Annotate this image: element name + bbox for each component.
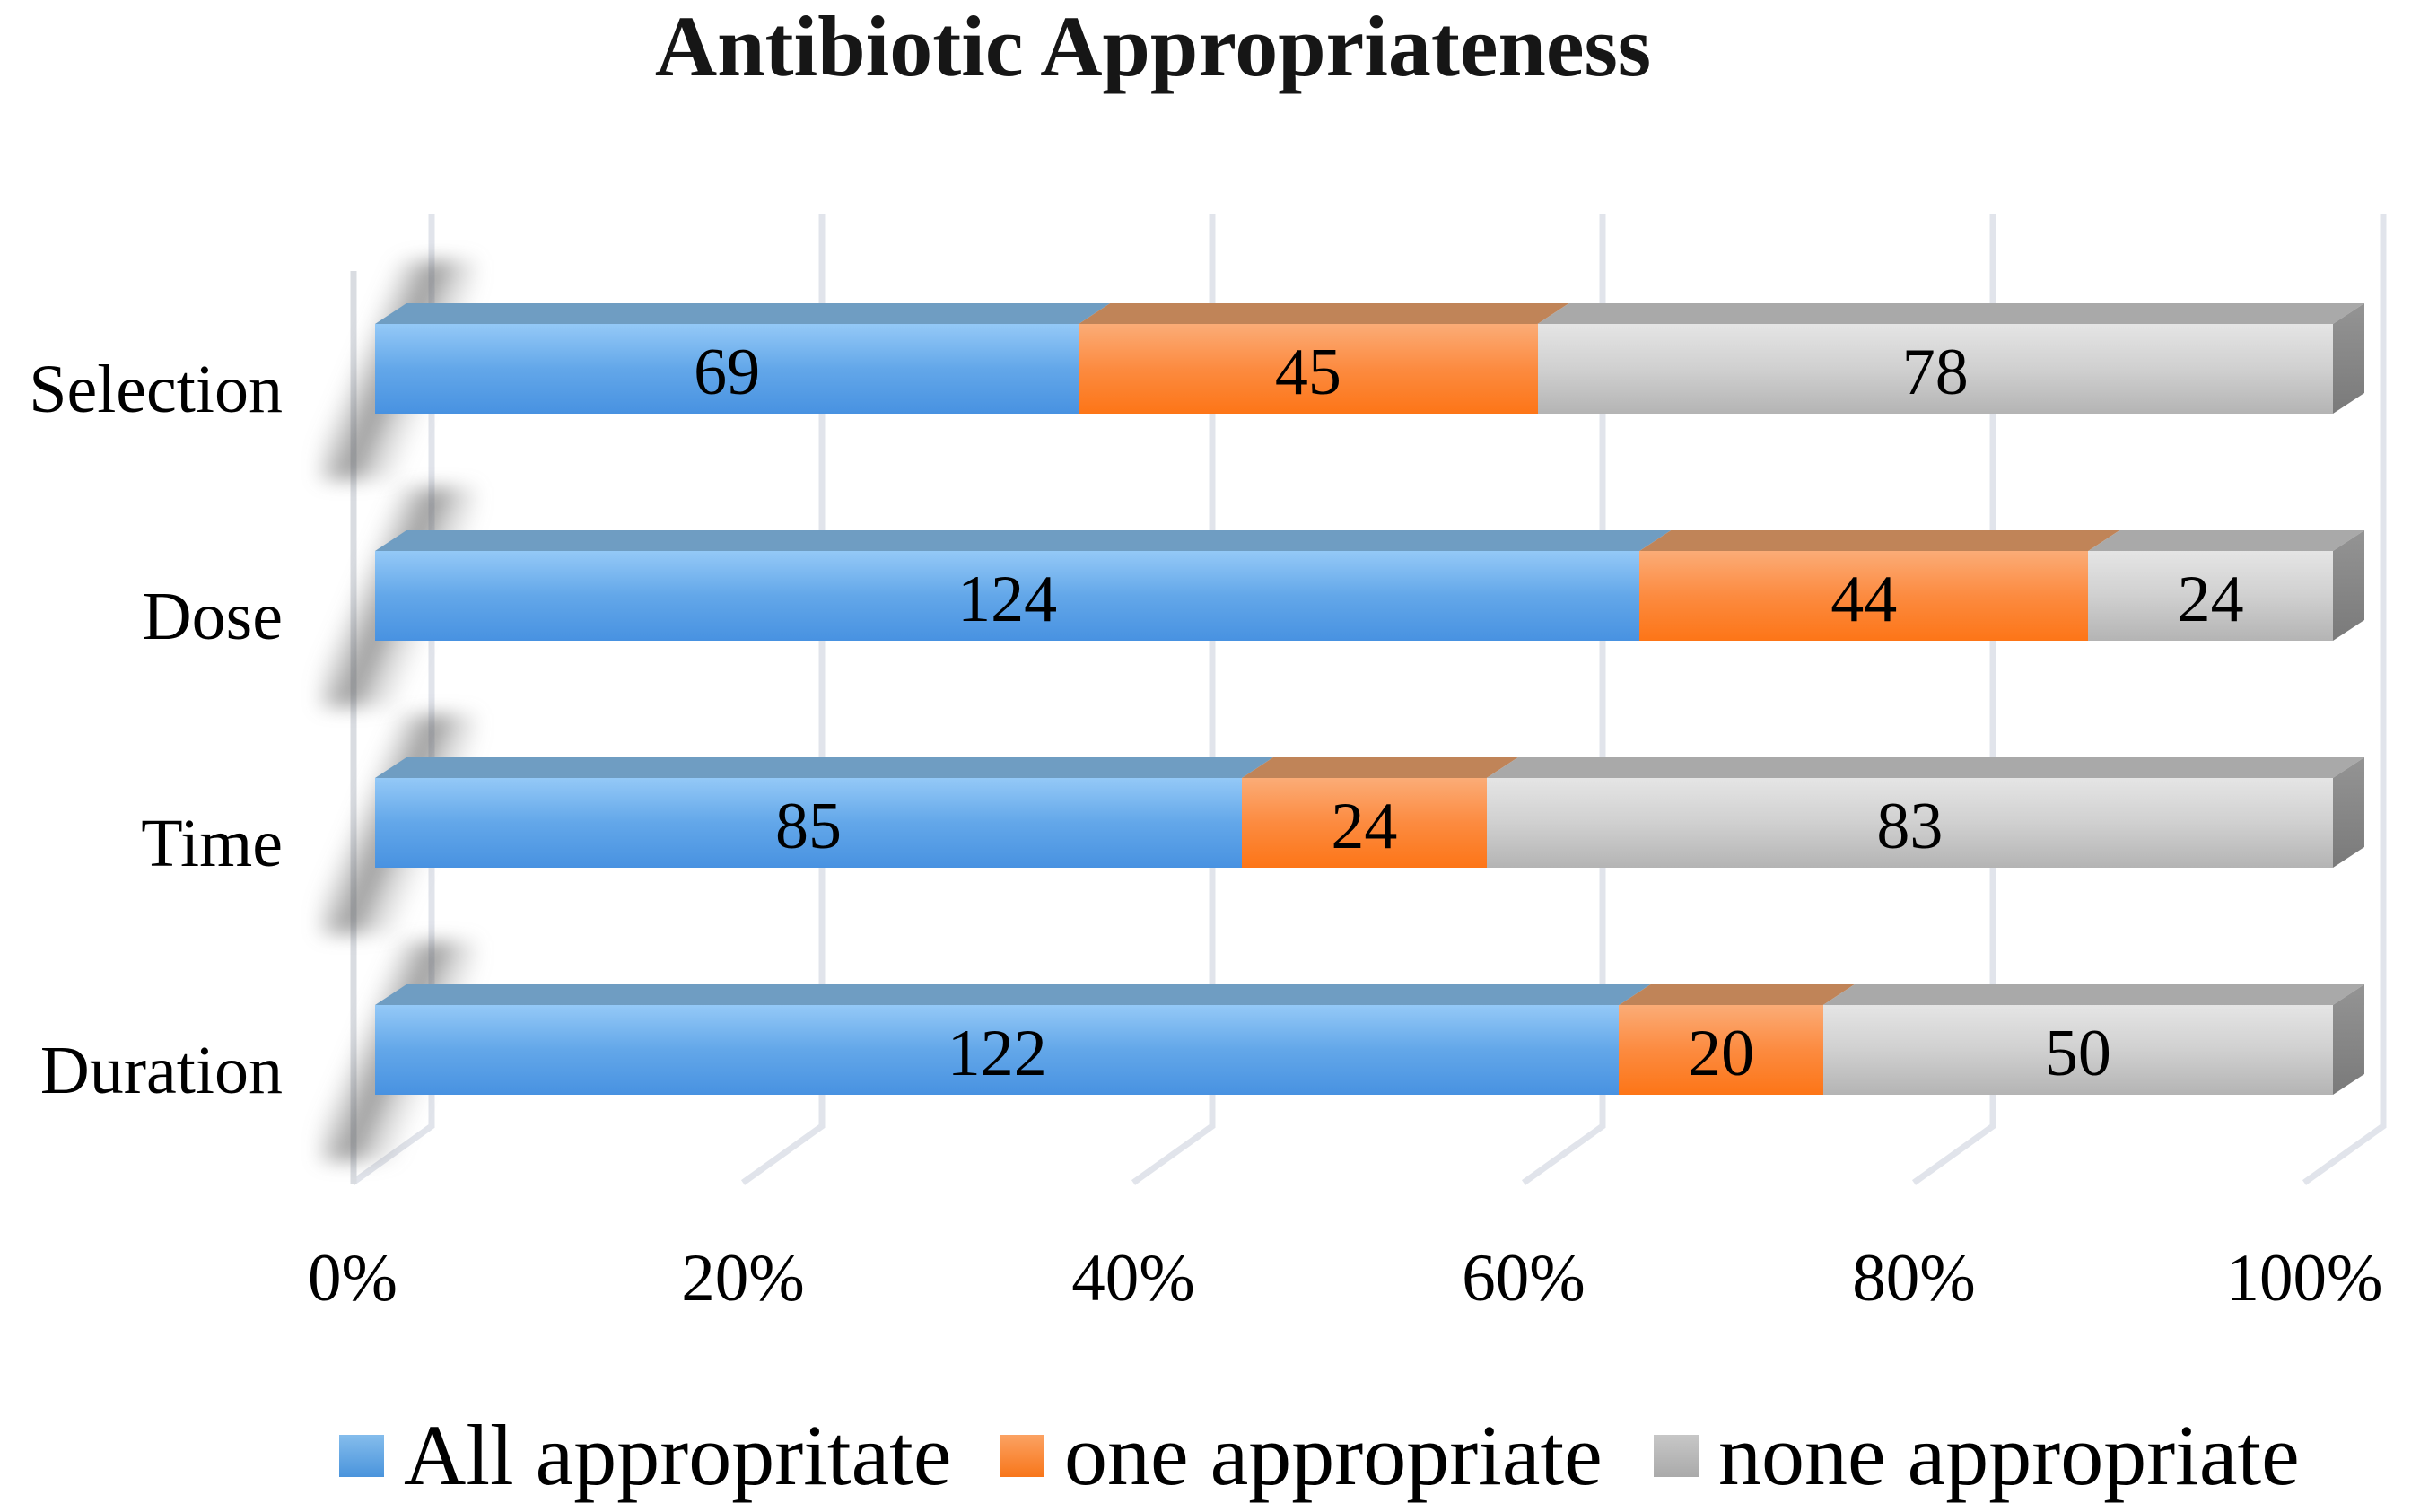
bar-segment-all-appropritate: 124 [375, 530, 1639, 641]
gridline [740, 214, 826, 1185]
category-label: Dose [142, 579, 283, 654]
bar-segment-all-appropritate: 85 [375, 757, 1242, 868]
value-label: 78 [1537, 324, 2333, 414]
legend-label: one appropriate [1064, 1407, 1603, 1503]
value-label: 20 [1619, 1005, 1823, 1095]
category-label: Time [141, 806, 283, 881]
bar-segment-top-face [375, 984, 1650, 1005]
value-label: 122 [375, 1005, 1620, 1095]
bar-end-cap [2333, 303, 2364, 414]
bar-segment-top-face [2088, 530, 2364, 551]
bar-row: 85 24 83 [319, 714, 2364, 934]
bar-segment-one-appropriate: 44 [1639, 530, 2088, 641]
tick-label: 60% [1462, 1241, 1586, 1315]
bar-row: 69 45 78 [319, 260, 2364, 480]
legend-label: none appropriate [1718, 1407, 2300, 1503]
bar-segment-top-face [375, 303, 1110, 324]
tick-label: 100% [2225, 1241, 2383, 1315]
legend-swatch [1000, 1434, 1044, 1477]
bar-segment-none-appropriate: 78 [1537, 303, 2364, 414]
legend-label: All appropritate [404, 1407, 952, 1503]
legend-swatch [339, 1434, 384, 1477]
tick-label: 80% [1852, 1241, 1976, 1315]
tick-label: 0% [308, 1241, 398, 1315]
bar-segment-all-appropritate: 122 [375, 984, 1619, 1095]
bar-end-cap [2332, 984, 2364, 1095]
bar-segment-top-face [1619, 984, 1854, 1005]
category-label: Duration [39, 1033, 283, 1108]
legend-item: none appropriate [1654, 1405, 2300, 1506]
value-label: 85 [375, 778, 1242, 868]
bar-segment-one-appropriate: 20 [1619, 984, 1822, 1095]
gridline [2302, 214, 2387, 1185]
bar-segment-top-face [1823, 984, 2364, 1005]
value-label: 69 [375, 324, 1079, 414]
bar-segment-top-face [1242, 757, 1518, 778]
bar-end-cap [2333, 530, 2364, 641]
value-label: 50 [1822, 1005, 2333, 1095]
bar-segment-none-appropriate: 50 [1822, 984, 2364, 1095]
bar-segment-top-face [1639, 530, 2119, 551]
value-label: 24 [1241, 778, 1487, 868]
category-label: Selection [29, 352, 283, 427]
bar-segment-one-appropriate: 24 [1241, 757, 1487, 868]
bar-segment-none-appropriate: 24 [2088, 530, 2364, 641]
bar-row: 122 20 50 [319, 941, 2364, 1161]
legend-item: All appropritate [339, 1405, 951, 1506]
bar-segment-all-appropritate: 69 [375, 303, 1079, 414]
bar-segment-top-face [375, 757, 1273, 778]
legend-item: one appropriate [1000, 1405, 1603, 1506]
bar-segment-top-face [1487, 757, 2364, 778]
gridline [1911, 214, 1996, 1185]
bar-segment-none-appropriate: 83 [1486, 757, 2364, 868]
bar-segment-top-face [1079, 303, 1568, 324]
tick-label: 40% [1071, 1241, 1195, 1315]
bar-row: 124 44 24 [319, 487, 2364, 707]
gridline [1521, 214, 1606, 1185]
bar-segment-top-face [375, 530, 1671, 551]
tick-label: 20% [681, 1241, 805, 1315]
value-label: 24 [2088, 551, 2333, 641]
value-label: 83 [1486, 778, 2333, 868]
bar-segment-top-face [1538, 303, 2364, 324]
chart-title: Antibiotic Appropriateness [654, 0, 1652, 94]
value-label: 44 [1639, 551, 2089, 641]
value-label: 45 [1079, 324, 1538, 414]
legend-swatch [1654, 1434, 1699, 1477]
gridline [1131, 214, 1216, 1185]
bar-segment-one-appropriate: 45 [1079, 303, 1537, 414]
bar-end-cap [2332, 757, 2364, 868]
value-label: 124 [375, 551, 1640, 641]
